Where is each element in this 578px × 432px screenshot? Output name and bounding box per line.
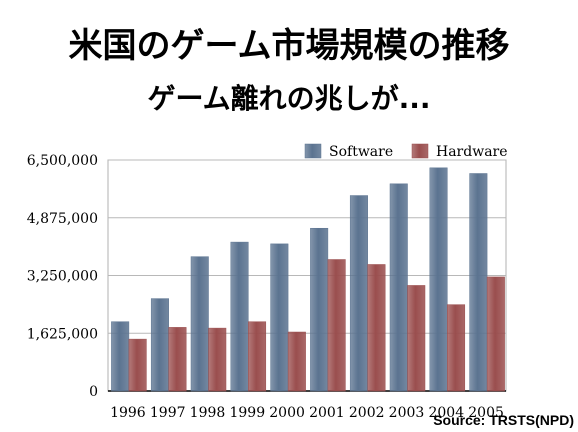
x-tick-label: 2001 [309, 405, 345, 421]
x-tick-label: 2004 [428, 405, 464, 421]
bar-software-2001 [310, 227, 329, 392]
x-tick-label: 1997 [150, 405, 186, 421]
x-tick-label: 2002 [349, 405, 385, 421]
x-tick-label: 1998 [190, 405, 226, 421]
x-tick-label: 2005 [468, 405, 504, 421]
bar-software-1997 [150, 298, 169, 392]
y-tick-label: 0 [89, 384, 98, 400]
x-tick-label: 2000 [269, 405, 305, 421]
y-tick-label: 4,875,000 [27, 211, 98, 227]
bar-hardware-1997 [168, 327, 187, 392]
bar-software-1998 [190, 256, 209, 392]
bar-software-2004 [429, 167, 448, 392]
chart-title: 米国のゲーム市場規模の推移 [68, 26, 510, 66]
x-tick-label: 1996 [110, 405, 146, 421]
bar-hardware-2003 [407, 285, 426, 392]
legend-swatch-hardware [411, 143, 429, 159]
bar-hardware-1998 [208, 327, 227, 392]
bar-software-2003 [389, 183, 408, 392]
bar-hardware-2001 [327, 259, 346, 392]
chart-subtitle: ゲーム離れの兆しが... [147, 82, 431, 115]
legend-swatch-software [304, 143, 322, 159]
bar-hardware-2000 [287, 331, 306, 392]
bar-software-1996 [111, 321, 130, 392]
bar-software-1999 [230, 241, 249, 392]
y-tick-label: 3,250,000 [27, 269, 98, 285]
bar-software-2002 [349, 195, 368, 392]
legend-label-software: Software [329, 144, 393, 160]
bar-hardware-2002 [367, 264, 386, 392]
bar-hardware-2004 [447, 304, 466, 392]
bar-hardware-1999 [248, 321, 267, 392]
y-tick-label: 6,500,000 [27, 153, 98, 169]
x-tick-label: 1999 [229, 405, 265, 421]
bar-hardware-1996 [128, 338, 147, 392]
bar-hardware-2005 [486, 276, 505, 392]
legend-label-hardware: Hardware [436, 144, 508, 160]
bar-software-2005 [469, 173, 488, 392]
source-note: Source: TRSTS(NPD) [433, 412, 574, 428]
bar-software-2000 [270, 243, 289, 392]
x-tick-label: 2003 [389, 405, 425, 421]
y-tick-label: 1,625,000 [27, 326, 98, 342]
